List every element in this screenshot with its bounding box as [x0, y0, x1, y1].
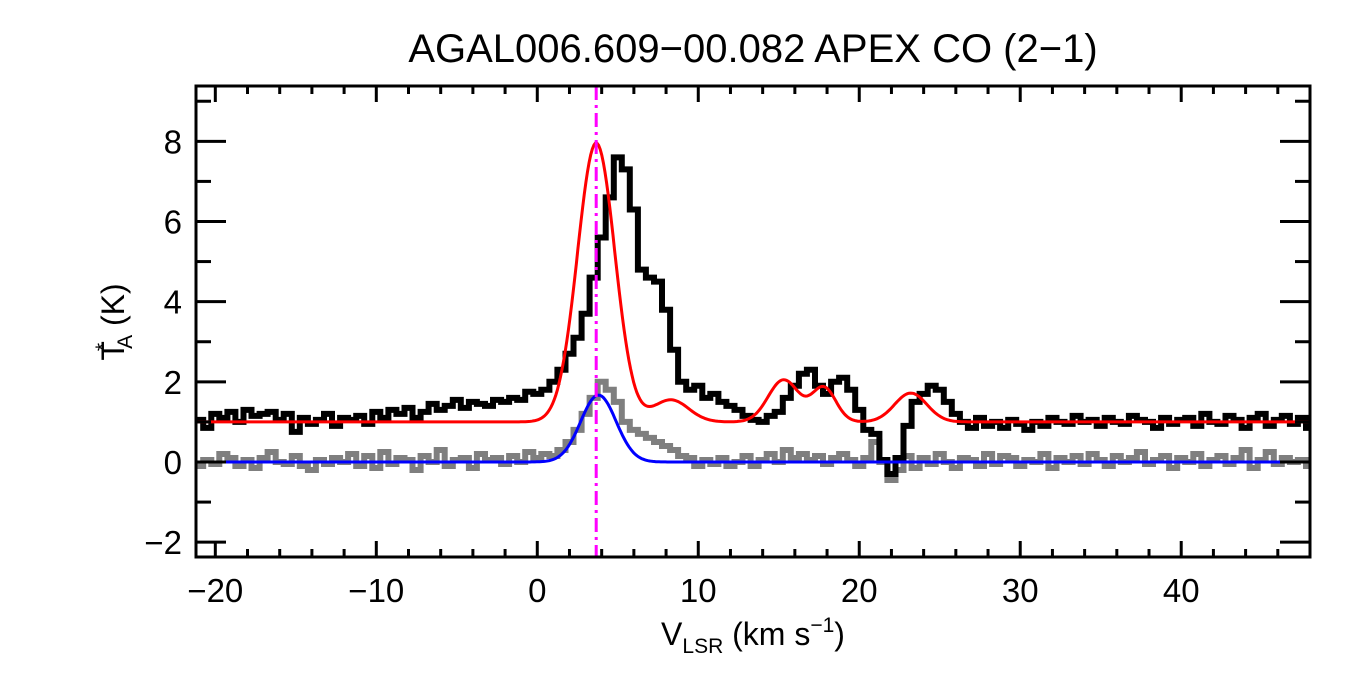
x-tick-label: 20	[841, 572, 878, 609]
observed-spectrum-line	[196, 154, 1310, 477]
x-axis-label-sup: −1	[810, 614, 834, 637]
y-tick-label: 6	[164, 203, 182, 240]
axes-frame	[194, 84, 1312, 559]
y-axis-label: T*A (K)	[92, 283, 137, 360]
y-axis-label-unit: (K)	[95, 283, 131, 335]
x-axis-label-sub: LSR	[682, 635, 723, 658]
x-tick-label: −20	[187, 572, 243, 609]
x-tick-label: 0	[528, 572, 546, 609]
residual-spectrum-line	[196, 378, 1310, 483]
x-axis-label-main: V	[661, 616, 683, 652]
plot-frame	[194, 84, 1312, 559]
x-axis-label-close: )	[834, 616, 845, 652]
plot-area	[196, 86, 1310, 557]
x-tick-label: 30	[1002, 572, 1039, 609]
y-tick-label: 8	[164, 123, 182, 160]
x-axis-label-unit: (km s	[723, 616, 810, 652]
y-tick-label: 4	[164, 284, 182, 321]
x-tick-label: −10	[348, 572, 404, 609]
y-axis: −2 0 2 4 6 8	[144, 99, 1310, 561]
y-tick-label: 2	[164, 364, 182, 401]
y-tick-label: −2	[144, 524, 182, 561]
x-axis-label: VLSR (km s−1)	[661, 614, 845, 658]
y-axis-label-sub: A	[114, 335, 137, 349]
x-tick-label: 10	[680, 572, 717, 609]
y-tick-label: 0	[164, 444, 182, 481]
component-fit-curve	[196, 393, 1310, 464]
y-axis-label-main: T	[95, 341, 131, 361]
y-axis-label-sup: *	[92, 343, 115, 351]
x-tick-label: 40	[1163, 572, 1200, 609]
chart-title: AGAL006.609−00.082 APEX CO (2−1)	[408, 27, 1097, 71]
x-axis: −20 −10 0 10 20 30 40	[187, 86, 1312, 609]
total-fit-curve	[196, 141, 1310, 424]
